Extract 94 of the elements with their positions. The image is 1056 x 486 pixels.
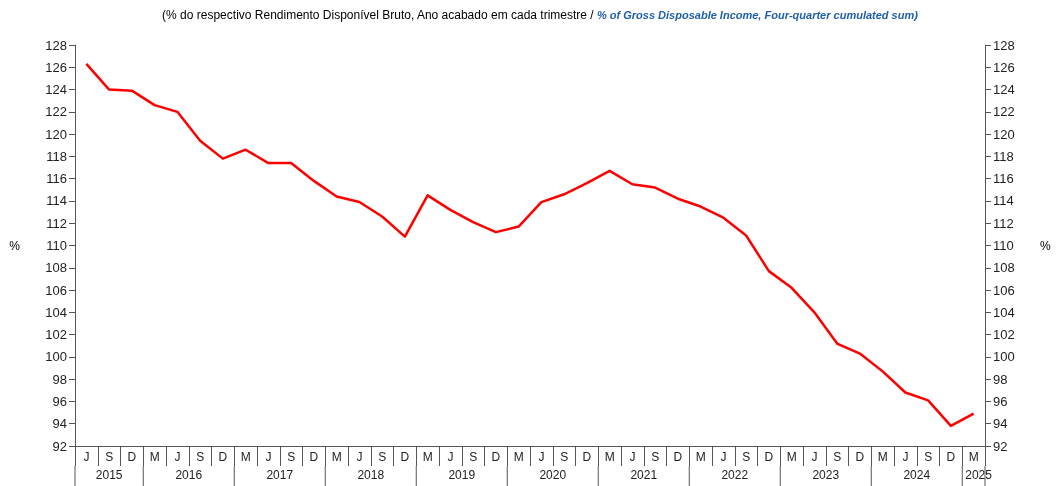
y2-tick-label: 112 [993,215,1014,231]
y2-tick-label: 120 [993,126,1015,142]
y-tick-label: 118 [46,148,67,164]
x-tick-label: D [309,450,319,464]
text: 2019 [448,468,476,482]
x-tick-label: D [946,450,956,464]
x-tick-label: M [240,450,251,464]
x-tick-label: D [673,450,683,464]
y2-axis-title: % [1040,238,1051,253]
x-tick-label: M [604,450,615,464]
x-tick-label: S [560,450,569,464]
y2-tick-label: 92 [993,438,1008,454]
x-tick-label: J [174,450,181,464]
x-tick-label: S [378,450,387,464]
x-tick-label: J [447,450,454,464]
x-tick-label: D [400,450,410,464]
x-tick-label: J [720,450,727,464]
y-axis-title: % [9,238,21,253]
y-tick-label: 128 [45,37,67,53]
x-tick-label: S [651,450,660,464]
x-tick-label: M [422,450,433,464]
text: 2021 [630,468,658,482]
x-tick-label: M [877,450,888,464]
x-tick-label: S [105,450,114,464]
y2-tick-label: 102 [993,327,1015,343]
x-tick-label: M [513,450,524,464]
text: 2018 [357,468,385,482]
y2-tick-label: 104 [993,304,1015,320]
x-tick-label: M [149,450,160,464]
y-tick-label: 100 [45,349,67,365]
y-tick-label: 120 [45,126,67,142]
x-tick-label: S [469,450,478,464]
y-tick-label: 108 [45,260,67,276]
x-tick-label: S [287,450,296,464]
x-tick-label: M [968,450,979,464]
x-tick-label: D [764,450,774,464]
y-tick-label: 92 [52,438,67,454]
y2-tick-label: 128 [993,37,1015,53]
y-tick-label: 124 [45,82,67,98]
y2-tick-label: 122 [993,104,1015,120]
y2-tick-label: 100 [993,349,1015,365]
text: 2024 [903,468,931,482]
x-tick-label: D [491,450,501,464]
x-tick-label: J [811,450,818,464]
x-tick-label: J [265,450,272,464]
y2-tick-label: 106 [993,282,1015,298]
x-tick-label: S [833,450,842,464]
x-tick-label: J [356,450,363,464]
y-tick-label: 94 [52,416,67,432]
text: 2020 [539,468,567,482]
x-tick-label: M [786,450,797,464]
y-tick-label: 114 [46,193,67,209]
y2-tick-label: 98 [993,371,1008,387]
x-tick-label: M [331,450,342,464]
x-tick-label: S [742,450,751,464]
x-tick-label: D [127,450,137,464]
y2-tick-label: 94 [993,416,1008,432]
line-series [85,62,975,428]
x-tick-label: S [196,450,205,464]
x-tick-label: J [629,450,636,464]
y2-tick-label: 116 [993,171,1014,187]
x-tick-label: S [924,450,933,464]
y2-tick-label: 126 [993,59,1015,75]
y-tick-label: 98 [52,371,67,387]
y-tick-label: 104 [45,304,67,320]
x-tick-label: J [538,450,545,464]
y2-tick-label: 114 [993,193,1014,209]
x-tick-label: D [218,450,228,464]
chart-subtitle: % of Gross Disposable Income, Four-quarter cumulated sum) [597,9,918,21]
y-tick-label: 126 [45,59,67,75]
y-tick-label: 112 [46,215,67,231]
x-tick-label: M [695,450,706,464]
y2-tick-label: 118 [993,148,1014,164]
text: 2017 [266,468,294,482]
y-tick-label: 106 [45,282,67,298]
y2-tick-label: 124 [993,82,1015,98]
text: 2016 [175,468,203,482]
y-tick-label: 116 [46,171,67,187]
y2-tick-label: 110 [993,238,1014,253]
x-tick-label: J [83,450,90,464]
y-tick-label: 96 [52,393,67,409]
y-tick-label: 122 [45,104,67,120]
text: 2022 [721,468,749,482]
y2-tick-label: 108 [993,260,1015,276]
y2-tick-label: 96 [993,393,1008,409]
x-tick-label: D [582,450,592,464]
x-tick-label: J [902,450,909,464]
text: 2025 [965,468,993,482]
y-tick-label: 110 [46,238,67,253]
text: 2023 [812,468,840,482]
x-tick-label: D [855,450,865,464]
y-tick-label: 102 [45,327,67,343]
chart-title: (% do respectivo Rendimento Disponível Bruto, Ano acabado em cada trimestre / [162,8,594,22]
text: 2015 [95,468,123,482]
